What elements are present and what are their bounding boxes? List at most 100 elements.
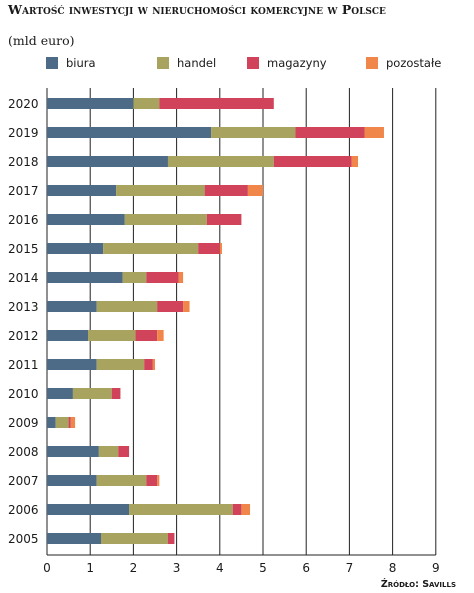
- bar-handel-2017: [116, 185, 205, 196]
- legend-label-biura: biura: [66, 56, 96, 70]
- y-tick-label: 2013: [8, 300, 39, 314]
- bar-handel-2016: [124, 214, 207, 225]
- chart-title: Wartość inwestycji w nieruchomości komer…: [8, 2, 386, 17]
- bar-magazyny-2015: [198, 243, 220, 254]
- y-tick-label: 2012: [8, 329, 39, 343]
- bar-biura-2017: [47, 185, 117, 196]
- y-tick-label: 2020: [8, 97, 39, 111]
- bar-magazyny-2018: [273, 156, 352, 167]
- legend-item-magazyny: magazyny: [247, 55, 327, 71]
- bar-biura-2008: [47, 446, 99, 457]
- y-tick-label: 2010: [8, 387, 39, 401]
- bar-biura-2005: [47, 533, 101, 544]
- bar-pozostałe-2012: [157, 330, 164, 341]
- bar-handel-2005: [101, 533, 168, 544]
- bar-pozostałe-2009: [70, 417, 76, 428]
- bar-pozostałe-2007: [157, 475, 160, 486]
- y-tick-label: 2005: [8, 532, 39, 546]
- x-tick-label: 1: [86, 561, 94, 575]
- bar-magazyny-2014: [146, 272, 179, 283]
- bar-magazyny-2011: [144, 359, 153, 370]
- bar-biura-2014: [47, 272, 123, 283]
- y-tick-label: 2018: [8, 155, 39, 169]
- bar-pozostałe-2006: [241, 504, 251, 515]
- bar-magazyny-2007: [146, 475, 158, 486]
- bar-biura-2019: [47, 127, 212, 138]
- bar-biura-2016: [47, 214, 125, 225]
- bar-handel-2008: [98, 446, 119, 457]
- bar-magazyny-2005: [167, 533, 175, 544]
- legend-label-pozostale: pozostałe: [386, 56, 442, 70]
- y-tick-label: 2014: [8, 271, 39, 285]
- bar-magazyny-2008: [118, 446, 130, 457]
- bar-biura-2010: [47, 388, 73, 399]
- bar-pozostałe-2013: [183, 301, 190, 312]
- y-tick-label: 2015: [8, 242, 39, 256]
- bar-handel-2007: [96, 475, 147, 486]
- bar-biura-2018: [47, 156, 168, 167]
- bar-magazyny-2016: [206, 214, 242, 225]
- bar-pozostałe-2017: [247, 185, 263, 196]
- bar-handel-2006: [129, 504, 233, 515]
- y-tick-label: 2016: [8, 213, 39, 227]
- bar-handel-2018: [167, 156, 274, 167]
- legend: biura handel magazyny pozostałe: [0, 55, 474, 75]
- y-tick-label: 2017: [8, 184, 39, 198]
- legend-swatch-pozostale: [366, 57, 378, 69]
- bar-magazyny-2020: [159, 98, 274, 109]
- legend-item-handel: handel: [157, 55, 216, 71]
- bar-handel-2011: [96, 359, 145, 370]
- x-tick-label: 0: [43, 561, 51, 575]
- bar-handel-2009: [55, 417, 69, 428]
- bar-magazyny-2013: [157, 301, 184, 312]
- bar-biura-2013: [47, 301, 97, 312]
- x-tick-label: 6: [302, 561, 310, 575]
- y-tick-label: 2009: [8, 416, 39, 430]
- bar-biura-2012: [47, 330, 89, 341]
- source-note: Źródło: Savills: [380, 579, 456, 590]
- legend-item-pozostale: pozostałe: [366, 55, 441, 71]
- y-tick-label: 2019: [8, 126, 39, 140]
- x-tick-label: 3: [173, 561, 181, 575]
- bar-pozostałe-2014: [178, 272, 184, 283]
- bar-magazyny-2006: [232, 504, 242, 515]
- y-tick-label: 2008: [8, 445, 39, 459]
- legend-swatch-magazyny: [247, 57, 259, 69]
- legend-label-magazyny: magazyny: [267, 56, 327, 70]
- y-tick-label: 2006: [8, 503, 39, 517]
- bar-pozostałe-2015: [219, 243, 222, 254]
- legend-item-biura: biura: [46, 55, 96, 71]
- bar-pozostałe-2018: [351, 156, 359, 167]
- bar-biura-2009: [47, 417, 56, 428]
- bar-magazyny-2009: [68, 417, 71, 428]
- bar-handel-2013: [96, 301, 158, 312]
- x-tick-label: 2: [130, 561, 138, 575]
- bar-handel-2012: [88, 330, 136, 341]
- bar-magazyny-2012: [135, 330, 158, 341]
- bar-handel-2020: [133, 98, 160, 109]
- y-tick-label: 2011: [8, 358, 39, 372]
- bar-biura-2011: [47, 359, 97, 370]
- legend-label-handel: handel: [177, 56, 217, 70]
- legend-swatch-handel: [157, 57, 169, 69]
- bar-pozostałe-2019: [364, 127, 384, 138]
- bar-biura-2007: [47, 475, 97, 486]
- bar-magazyny-2010: [111, 388, 121, 399]
- legend-swatch-biura: [46, 57, 58, 69]
- x-tick-label: 9: [432, 561, 440, 575]
- bar-biura-2020: [47, 98, 134, 109]
- x-tick-label: 8: [389, 561, 397, 575]
- bar-handel-2015: [103, 243, 199, 254]
- x-tick-label: 7: [346, 561, 354, 575]
- x-tick-label: 5: [259, 561, 267, 575]
- y-tick-label: 2007: [8, 474, 39, 488]
- bar-pozostałe-2011: [152, 359, 155, 370]
- bar-handel-2014: [122, 272, 147, 283]
- bar-handel-2010: [72, 388, 112, 399]
- bar-biura-2015: [47, 243, 104, 254]
- bar-handel-2019: [211, 127, 296, 138]
- chart-subtitle: (mld euro): [8, 33, 75, 48]
- bar-magazyny-2017: [204, 185, 248, 196]
- bar-magazyny-2019: [295, 127, 365, 138]
